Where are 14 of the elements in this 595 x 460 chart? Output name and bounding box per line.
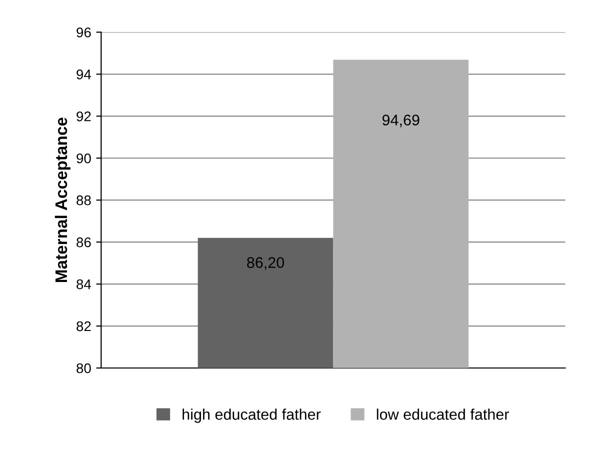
legend-label: high educated father	[182, 408, 321, 423]
y-tick-label: 90	[76, 153, 91, 164]
y-tick-label: 96	[76, 28, 91, 38]
data-label: 86,20	[247, 257, 284, 270]
y-tick-label: 94	[76, 70, 92, 80]
legend-label: low educated father	[376, 408, 509, 420]
y-tick-label: 84	[76, 279, 92, 290]
y-tick-label: 88	[76, 195, 91, 206]
y-tick-label: 80	[76, 363, 91, 374]
data-label: 94,69	[382, 114, 420, 128]
y-tick-label: 92	[76, 111, 91, 122]
y-axis-title: Maternal Acceptance	[54, 118, 70, 282]
y-tick-label: 82	[76, 321, 91, 332]
y-tick-label: 86	[76, 237, 91, 248]
